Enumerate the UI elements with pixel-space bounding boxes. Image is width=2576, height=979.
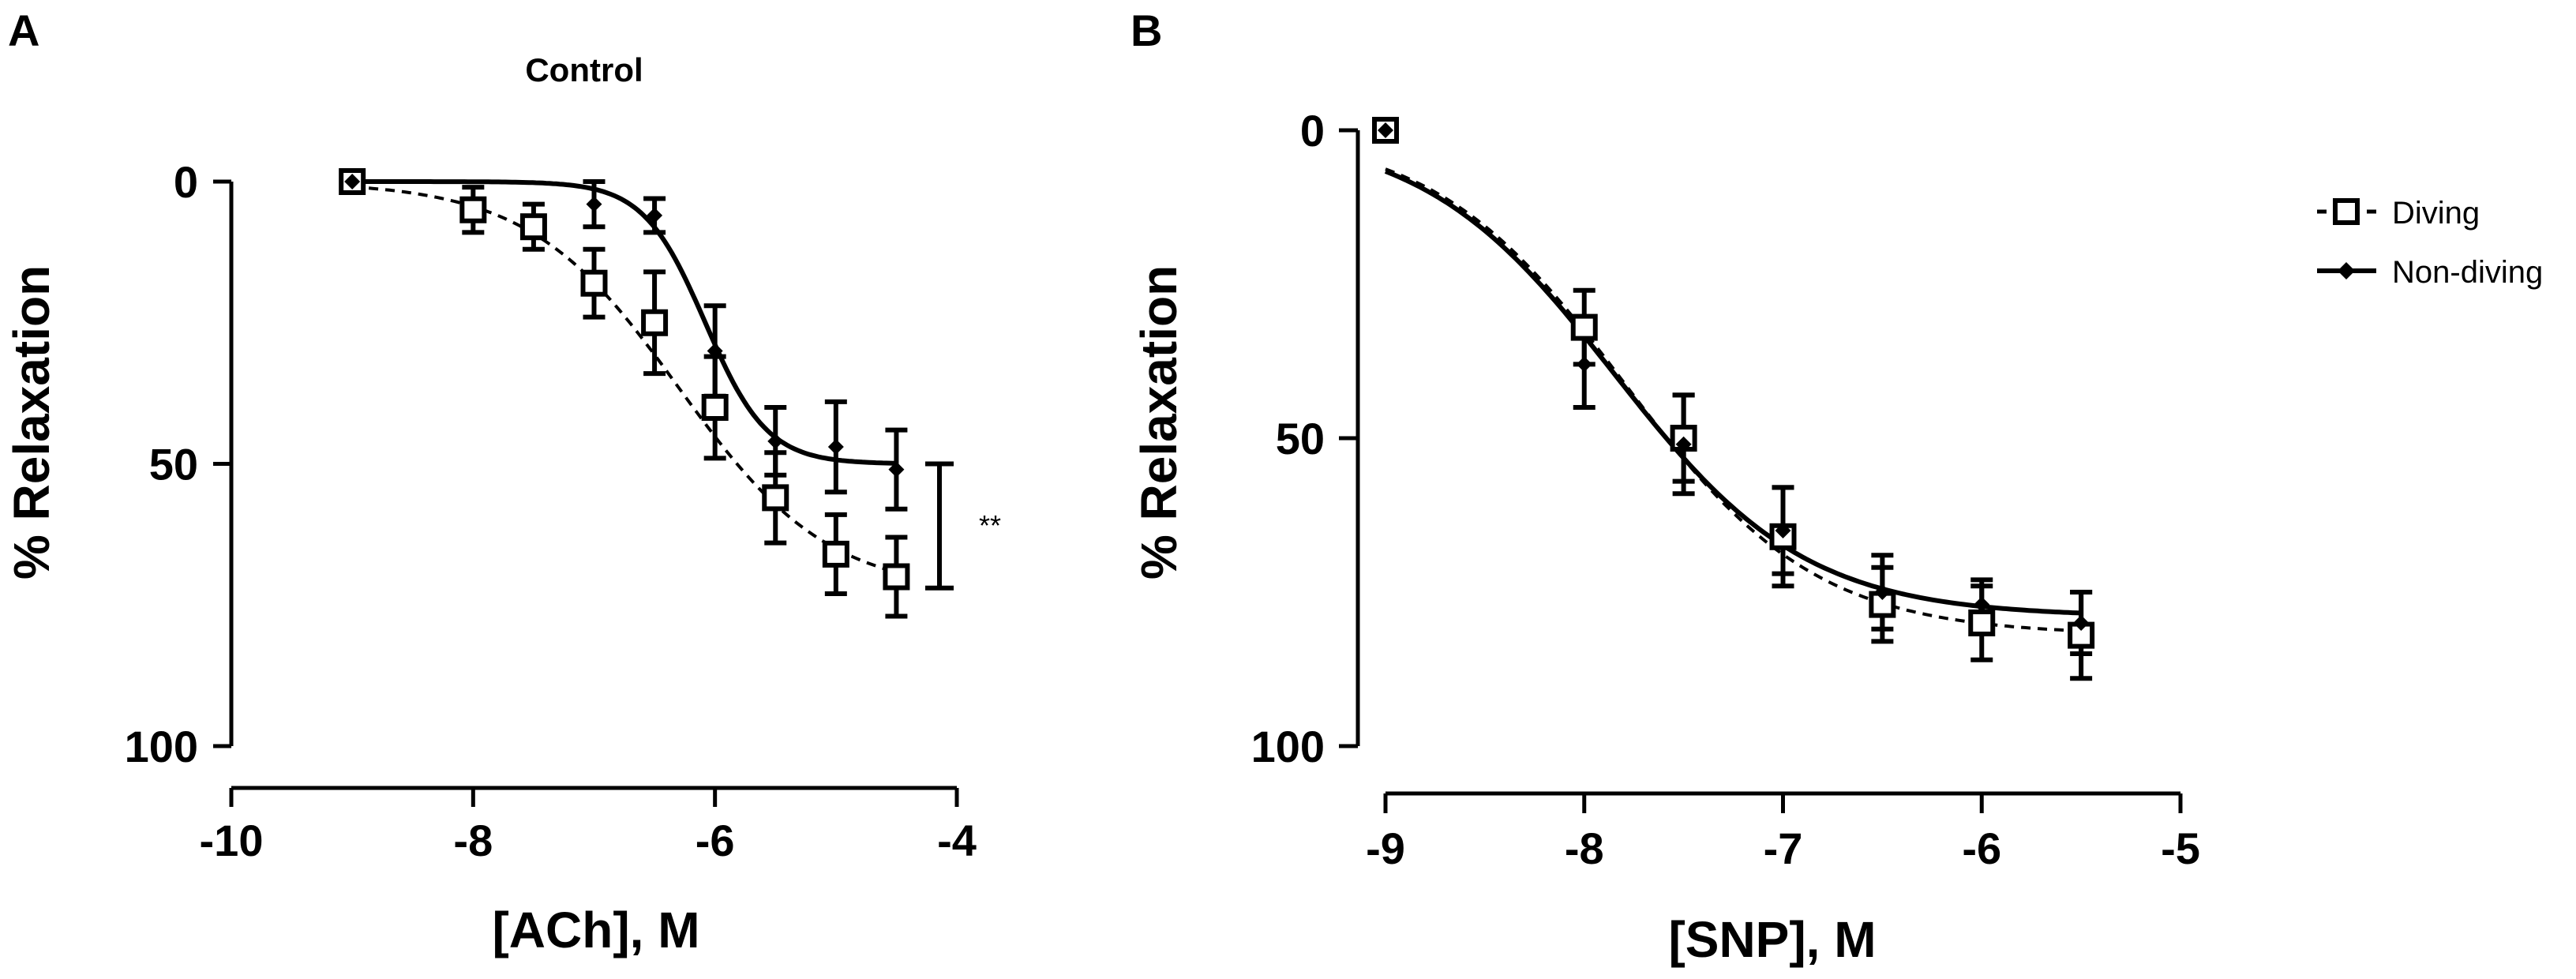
panel-b-error-bars xyxy=(1374,122,2093,681)
x-tick-label: -8 xyxy=(453,816,493,865)
panel-a-error-bars xyxy=(341,173,908,619)
data-point-diving xyxy=(1968,610,1996,636)
data-point-non-diving xyxy=(767,433,784,449)
data-point-non-diving xyxy=(1378,122,1393,138)
panel-a-axes xyxy=(213,179,959,807)
significance-label: ** xyxy=(979,509,1001,542)
legend-non-diving-diamond-icon xyxy=(2338,262,2355,279)
data-point-non-diving xyxy=(647,207,663,223)
x-tick-label: -6 xyxy=(696,816,735,865)
panel-a-letter: A xyxy=(8,6,39,55)
y-tick-label: 100 xyxy=(1251,722,1325,771)
data-point-diving xyxy=(1570,313,1598,341)
data-point-non-diving xyxy=(344,174,361,189)
panel-b-letter: B xyxy=(1131,6,1162,55)
panel-a-x-axis-label: [ACh], M xyxy=(492,902,699,958)
y-tick-label: 100 xyxy=(125,722,198,771)
data-point-non-diving xyxy=(2073,615,2090,631)
x-tick-label: -6 xyxy=(1962,823,2001,873)
data-point-diving xyxy=(701,394,729,421)
panel-b-axes xyxy=(1339,128,2183,813)
data-point-non-diving xyxy=(1576,356,1592,373)
x-tick-label: -7 xyxy=(1764,823,1803,873)
panel-b-y-axis-label: % Relaxation xyxy=(1131,265,1187,580)
panel-b: B 0 50 100 -9 -8 -7 -6 -5 [SNP], M % Relaxation… xyxy=(1131,6,2543,968)
data-point-diving xyxy=(1869,591,1896,618)
data-point-non-diving xyxy=(1775,523,1791,538)
fit-curve-diving xyxy=(1385,167,2082,633)
data-point-non-diving xyxy=(827,439,844,456)
data-point-diving xyxy=(762,484,789,512)
panel-b-fit-curves xyxy=(1384,167,2082,633)
data-point-diving xyxy=(580,269,608,297)
panel-b-markers xyxy=(1372,117,2095,649)
x-tick-label: -10 xyxy=(200,816,264,865)
panel-b-x-axis-label: [SNP], M xyxy=(1668,911,1876,968)
panel-a: A Control 0 50 100-10 -8 -6 -4 ** [ACh], M % … xyxy=(3,6,1001,958)
legend-diving-square-icon xyxy=(2333,198,2360,225)
panel-a-markers xyxy=(339,168,910,591)
data-point-non-diving xyxy=(1874,584,1891,600)
panel-a-title: Control xyxy=(525,51,643,88)
data-point-diving xyxy=(822,540,849,568)
panel-a-y-axis-label: % Relaxation xyxy=(3,265,60,580)
data-point-non-diving xyxy=(1675,436,1692,452)
panel-b-tick-labels: 0 50 100 -9 -8 -7 -6 -5 xyxy=(1251,106,2200,873)
x-tick-label: -8 xyxy=(1565,823,1604,873)
x-tick-label: -4 xyxy=(937,816,977,865)
fit-curve-non-diving xyxy=(1384,169,2082,616)
data-point-diving xyxy=(459,196,487,223)
data-point-diving xyxy=(641,309,669,336)
y-tick-label: 0 xyxy=(174,157,198,207)
fit-curve-diving xyxy=(352,185,897,574)
legend-diving-label: Diving xyxy=(2392,196,2480,231)
data-point-non-diving xyxy=(1974,596,1990,613)
data-point-non-diving xyxy=(586,196,602,212)
x-tick-label: -9 xyxy=(1366,823,1405,873)
panel-a-tick-labels: 0 50 100-10 -8 -6 -4 xyxy=(125,157,977,865)
panel-a-significance: ** xyxy=(925,461,1001,591)
data-point-diving xyxy=(519,213,547,241)
y-tick-label: 50 xyxy=(149,440,198,490)
legend: Diving Non-diving xyxy=(2317,196,2543,290)
x-tick-label: -5 xyxy=(2161,823,2200,873)
y-tick-label: 50 xyxy=(1276,414,1325,463)
fit-curve-non-diving xyxy=(352,179,897,466)
panel-a-fit-curves xyxy=(352,179,897,574)
data-point-non-diving xyxy=(888,461,905,478)
data-point-diving xyxy=(883,563,910,591)
data-point-non-diving xyxy=(707,343,723,359)
legend-non-diving-label: Non-diving xyxy=(2392,255,2543,290)
y-tick-label: 0 xyxy=(1300,106,1325,156)
